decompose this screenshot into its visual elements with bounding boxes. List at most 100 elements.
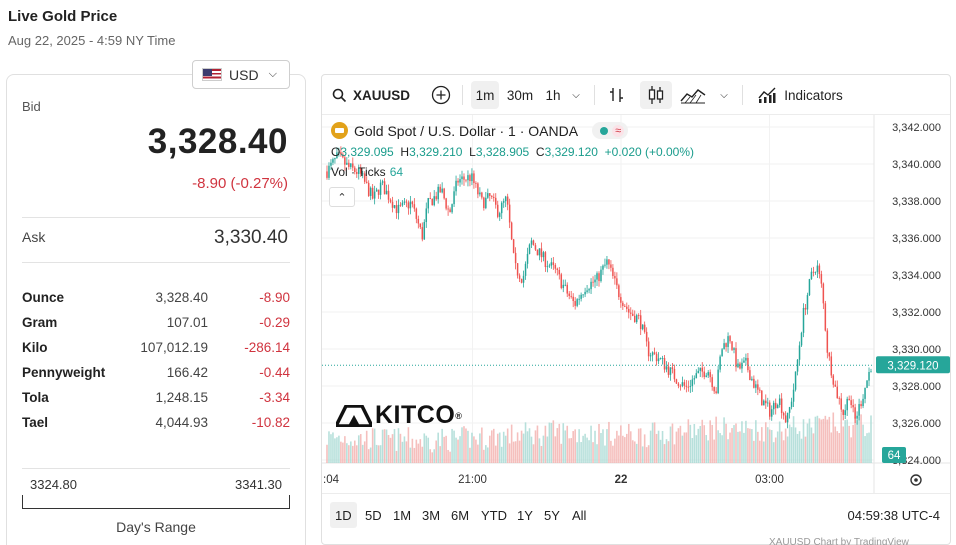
candle-body	[437, 186, 439, 200]
candle-body	[814, 272, 817, 273]
range-1m[interactable]: 1M	[393, 507, 412, 523]
volume-bar	[608, 421, 610, 463]
market-status-pill[interactable]: ≈	[592, 122, 629, 139]
chart-attribution[interactable]: XAUUSD Chart by TradingView	[769, 537, 909, 545]
timezone-clock[interactable]: 04:59:38 UTC-4	[847, 508, 941, 523]
candle-body	[828, 352, 831, 357]
indicators-button[interactable]: Indicators	[752, 81, 848, 109]
candle-body	[536, 249, 539, 256]
candle-body	[435, 196, 437, 200]
y-tick-label: 3,336.000	[892, 233, 941, 245]
y-tick-label: 3,332.000	[892, 307, 941, 319]
volume-bar	[447, 449, 449, 463]
volume-bar	[699, 425, 702, 463]
volume-bar	[766, 427, 769, 463]
candle-body	[441, 188, 443, 193]
area-chart-button[interactable]	[678, 81, 708, 109]
volume-bar	[848, 425, 850, 463]
volume-bar	[610, 440, 612, 463]
unit-row-gram: Gram 107.01 -0.29	[22, 315, 290, 340]
interval-30m[interactable]: 30m	[506, 87, 534, 103]
volume-bar	[427, 437, 430, 463]
volume-bar	[334, 438, 336, 463]
price-chart[interactable]: 3,342.000 3,340.000 3,338.000 3,336.000 3,33…	[322, 115, 951, 493]
candle-body	[657, 358, 660, 362]
candle-body	[423, 222, 426, 240]
interval-1m[interactable]: 1m	[471, 81, 499, 109]
volume-bar	[490, 430, 493, 463]
price-change: -8.90 (-0.27%)	[192, 175, 288, 192]
volume-bar	[429, 449, 432, 463]
settings-gear-icon[interactable]	[910, 474, 922, 486]
range-5y[interactable]: 5Y	[544, 507, 560, 523]
candle-body	[836, 386, 839, 399]
symbol-search[interactable]: XAUUSD	[330, 81, 412, 109]
interval-1h[interactable]: 1h	[545, 87, 561, 103]
candles-button[interactable]	[640, 81, 672, 109]
candle-body	[768, 402, 771, 417]
volume-bar	[665, 439, 668, 463]
range-1d[interactable]: 1D	[330, 502, 357, 528]
candle-body	[328, 165, 330, 178]
volume-bar	[592, 442, 594, 463]
chart-type-dropdown[interactable]: ⌵	[715, 81, 733, 109]
range-1y[interactable]: 1Y	[517, 507, 533, 523]
volume-bar	[681, 435, 684, 463]
candle-body	[564, 284, 567, 286]
currency-select[interactable]: USD ⌵	[192, 60, 290, 89]
candle-body	[842, 409, 844, 415]
interval-dropdown[interactable]: ⌵	[567, 81, 585, 109]
candle-body	[491, 195, 493, 197]
unit-name: Pennyweight	[22, 365, 106, 380]
bar-style-button[interactable]	[603, 81, 631, 109]
volume-bar	[514, 441, 517, 463]
volume-bar	[365, 430, 368, 463]
candle-body	[774, 402, 777, 409]
volume-bar	[626, 433, 628, 463]
range-all[interactable]: All	[572, 507, 587, 523]
volume-bar	[616, 430, 618, 463]
candle-body	[665, 366, 668, 370]
range-3m[interactable]: 3M	[422, 507, 441, 523]
candle-body	[419, 223, 422, 228]
candle-body	[763, 400, 765, 406]
volume-bar	[850, 437, 852, 463]
volume-bar	[647, 445, 650, 463]
volume-bar	[471, 432, 473, 463]
candle-body	[776, 404, 779, 409]
divider	[462, 85, 463, 105]
compare-button[interactable]	[428, 81, 454, 109]
volume-bar	[332, 432, 334, 463]
candle-body	[844, 410, 846, 415]
volume-bar	[363, 441, 366, 463]
candle-body	[761, 390, 763, 406]
range-6m[interactable]: 6M	[451, 507, 470, 523]
volume-bar	[520, 430, 523, 463]
volume-bar	[350, 441, 352, 463]
volume-bar	[435, 440, 437, 463]
volume-bar	[669, 426, 672, 463]
volume-bar	[627, 423, 630, 463]
candle-body	[371, 187, 374, 199]
volume-bar	[761, 427, 763, 463]
volume-bar	[751, 429, 753, 463]
volume-bar	[778, 421, 781, 463]
candle-body	[667, 366, 670, 375]
collapse-legend-button[interactable]: ⌃	[329, 187, 355, 207]
range-5d[interactable]: 5D	[365, 507, 382, 523]
volume-bar	[536, 425, 539, 463]
candle-body	[568, 293, 570, 296]
range-ytd[interactable]: YTD	[481, 507, 507, 523]
volume-bar	[361, 444, 364, 463]
candle-body	[743, 360, 745, 363]
volume-bar	[721, 435, 723, 463]
candle-body	[651, 352, 654, 356]
candle-body	[548, 265, 551, 267]
candle-body	[401, 202, 404, 206]
y-tick-label: 3,328.000	[892, 381, 941, 393]
candle-body	[415, 208, 418, 219]
candle-body	[332, 159, 334, 163]
unit-change: -3.34	[259, 390, 290, 405]
volume-bar	[508, 443, 511, 463]
candle-body	[759, 389, 761, 391]
